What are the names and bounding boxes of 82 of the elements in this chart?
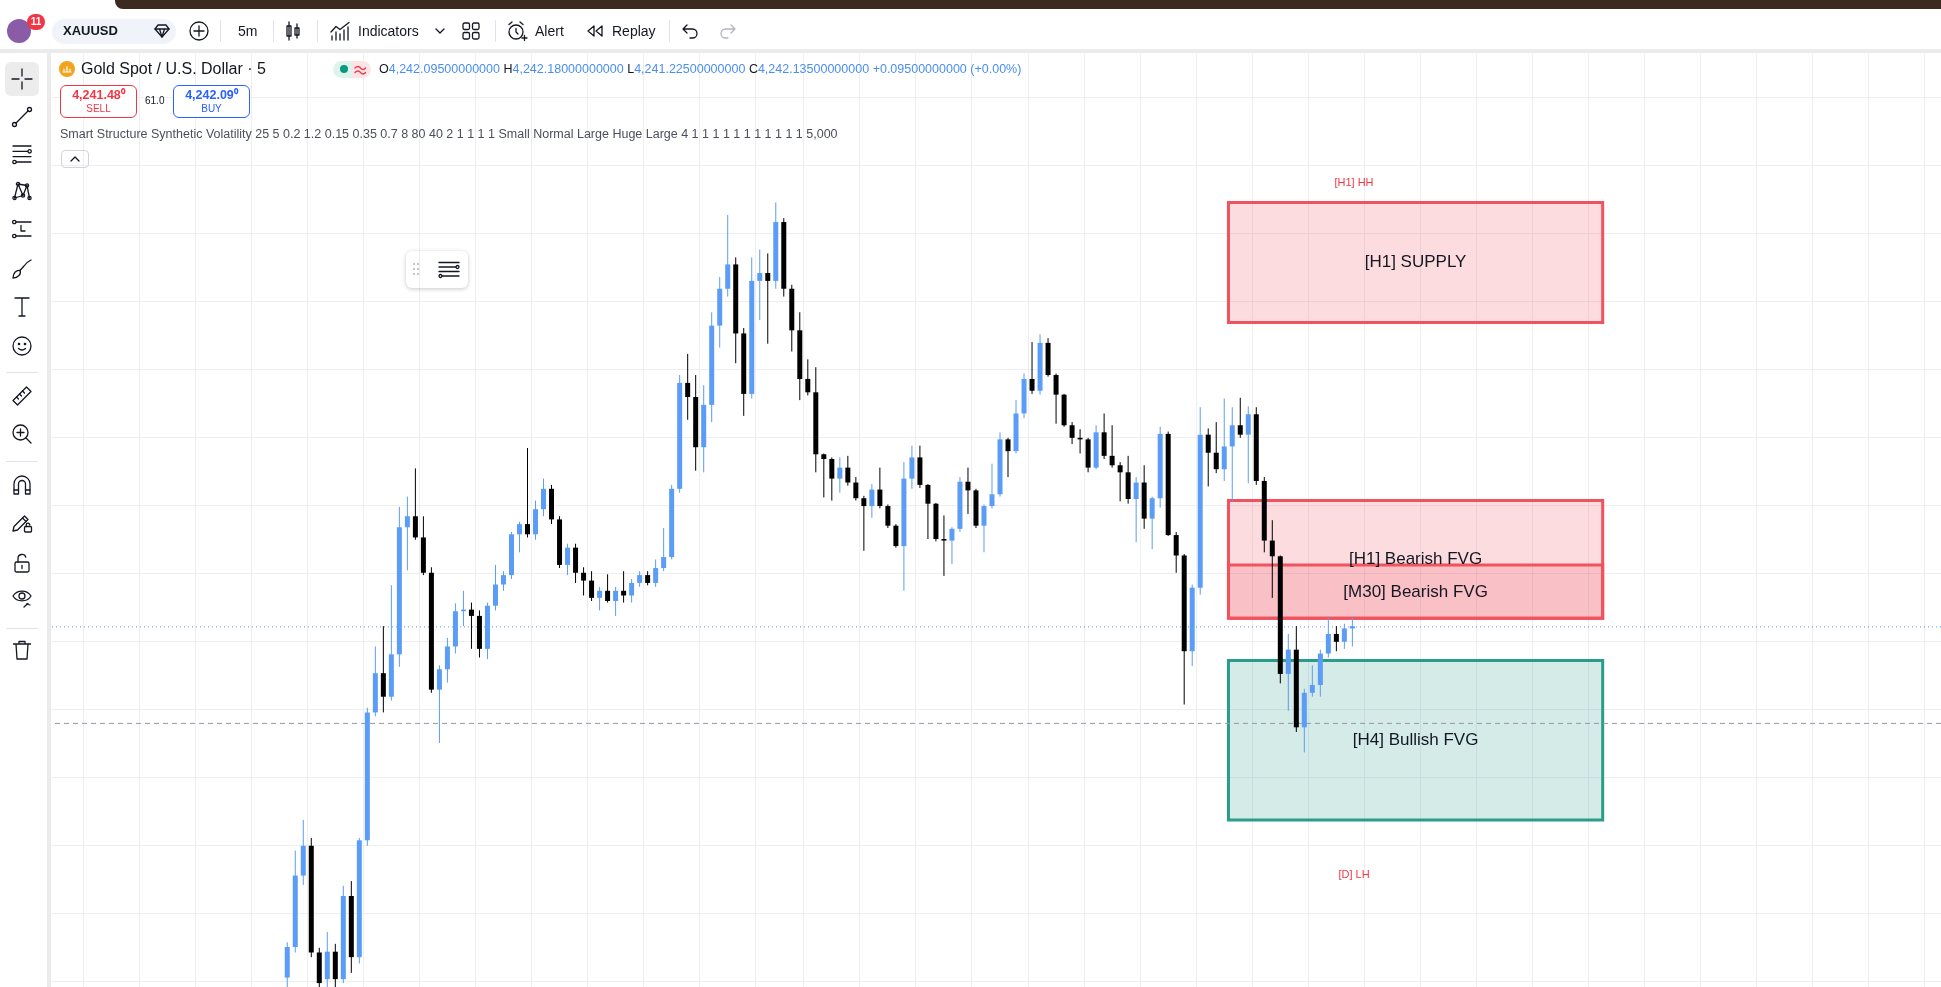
text: 5m [238,23,258,39]
candlestick [1053,372,1059,425]
candlestick [1005,437,1011,478]
candlestick [412,467,418,541]
candlestick [1101,412,1107,460]
candlestick [1133,476,1139,543]
text: Smart Structure Synthetic Volatility 25 5 0.2 1.2 0.15 0.35 0.7 8 80 40 2 1 1 1 1 Small Normal Large Huge Large 4 1 1 1 1 1 1 1 1 1 1 1 5,000 [60,127,838,142]
candlestick [380,625,386,713]
candlestick [661,527,667,572]
text: SELL [85,103,112,115]
candlestick [436,664,442,744]
candlestick [565,543,571,576]
candlestick [1117,461,1123,502]
text: Indicators [358,23,419,39]
candlestick [1309,664,1315,698]
candlestick [1245,405,1251,484]
candlestick [1029,341,1035,395]
text: 4,242.09⁰ [184,88,240,103]
candlestick [1333,625,1339,652]
candlestick [404,496,410,571]
candlestick [1229,406,1235,502]
candlestick [581,566,587,596]
candlestick [1149,496,1155,550]
text: 61.0 [145,95,165,107]
candlestick [1069,421,1075,445]
candlestick [821,453,827,498]
candlestick [685,353,691,421]
candlestick [1269,519,1275,599]
candlestick [653,558,659,588]
candlestick [444,637,450,684]
candlestick [589,570,595,602]
candlestick [605,573,611,604]
candlestick [629,578,635,604]
candlestick [613,586,619,617]
candlestick [492,564,498,611]
candlestick [853,476,859,502]
text: Replay [612,23,656,39]
candlestick [885,504,891,529]
candlestick [837,456,843,494]
text: XAUUSD [63,23,118,39]
candlestick [1325,616,1331,658]
candlestick [805,358,811,396]
band-label: [H4] Bullish FVG [1352,730,1479,750]
candlestick [621,570,627,604]
candlestick [861,495,867,552]
annotation: [D] LH [1337,868,1371,880]
text: Alert [535,23,564,39]
candlestick [981,504,987,553]
candlestick [1237,397,1243,439]
candlestick [500,570,506,592]
candlestick [941,514,947,577]
text: [H1] HH [1333,176,1375,188]
candlestick [989,463,995,509]
candlestick [845,455,851,487]
candlestick [1109,424,1115,469]
candlestick [877,467,883,509]
band-label: [H1] SUPPLY [1364,252,1467,272]
candlestick [1205,427,1211,487]
candlestick [757,249,763,321]
candlestick [1221,398,1227,482]
candlestick [541,478,547,517]
text: BUY [200,103,223,115]
candlestick [949,526,955,565]
candlestick [869,483,875,519]
candlestick [965,467,971,515]
text: 4,241.48⁰ [71,88,127,103]
text: O4,242.09500000000 H4,242.18000000000 L4,241.22500000000 C4,242.13500000000 +0.09500000000 (+0.00%) [379,62,1022,76]
candlestick [517,521,522,553]
candlestick [765,252,771,345]
candlestick [1173,531,1179,574]
band-label: [H1] Bearish FVG [1348,549,1483,569]
candlestick [1341,623,1347,650]
band-label: [M30] Bearish FVG [1343,581,1488,601]
candlestick [525,447,530,538]
chart-title: Gold Spot / U.S. Dollar · 5 [81,60,266,78]
candlestick [893,523,899,549]
candlestick [1213,421,1219,474]
candlestick [925,483,931,540]
candlestick [597,586,603,611]
candlestick [829,456,835,502]
candlestick [909,445,915,490]
candlestick [468,602,474,650]
